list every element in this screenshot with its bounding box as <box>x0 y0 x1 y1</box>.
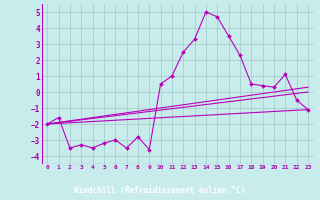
Text: Windchill (Refroidissement éolien,°C): Windchill (Refroidissement éolien,°C) <box>75 186 245 194</box>
